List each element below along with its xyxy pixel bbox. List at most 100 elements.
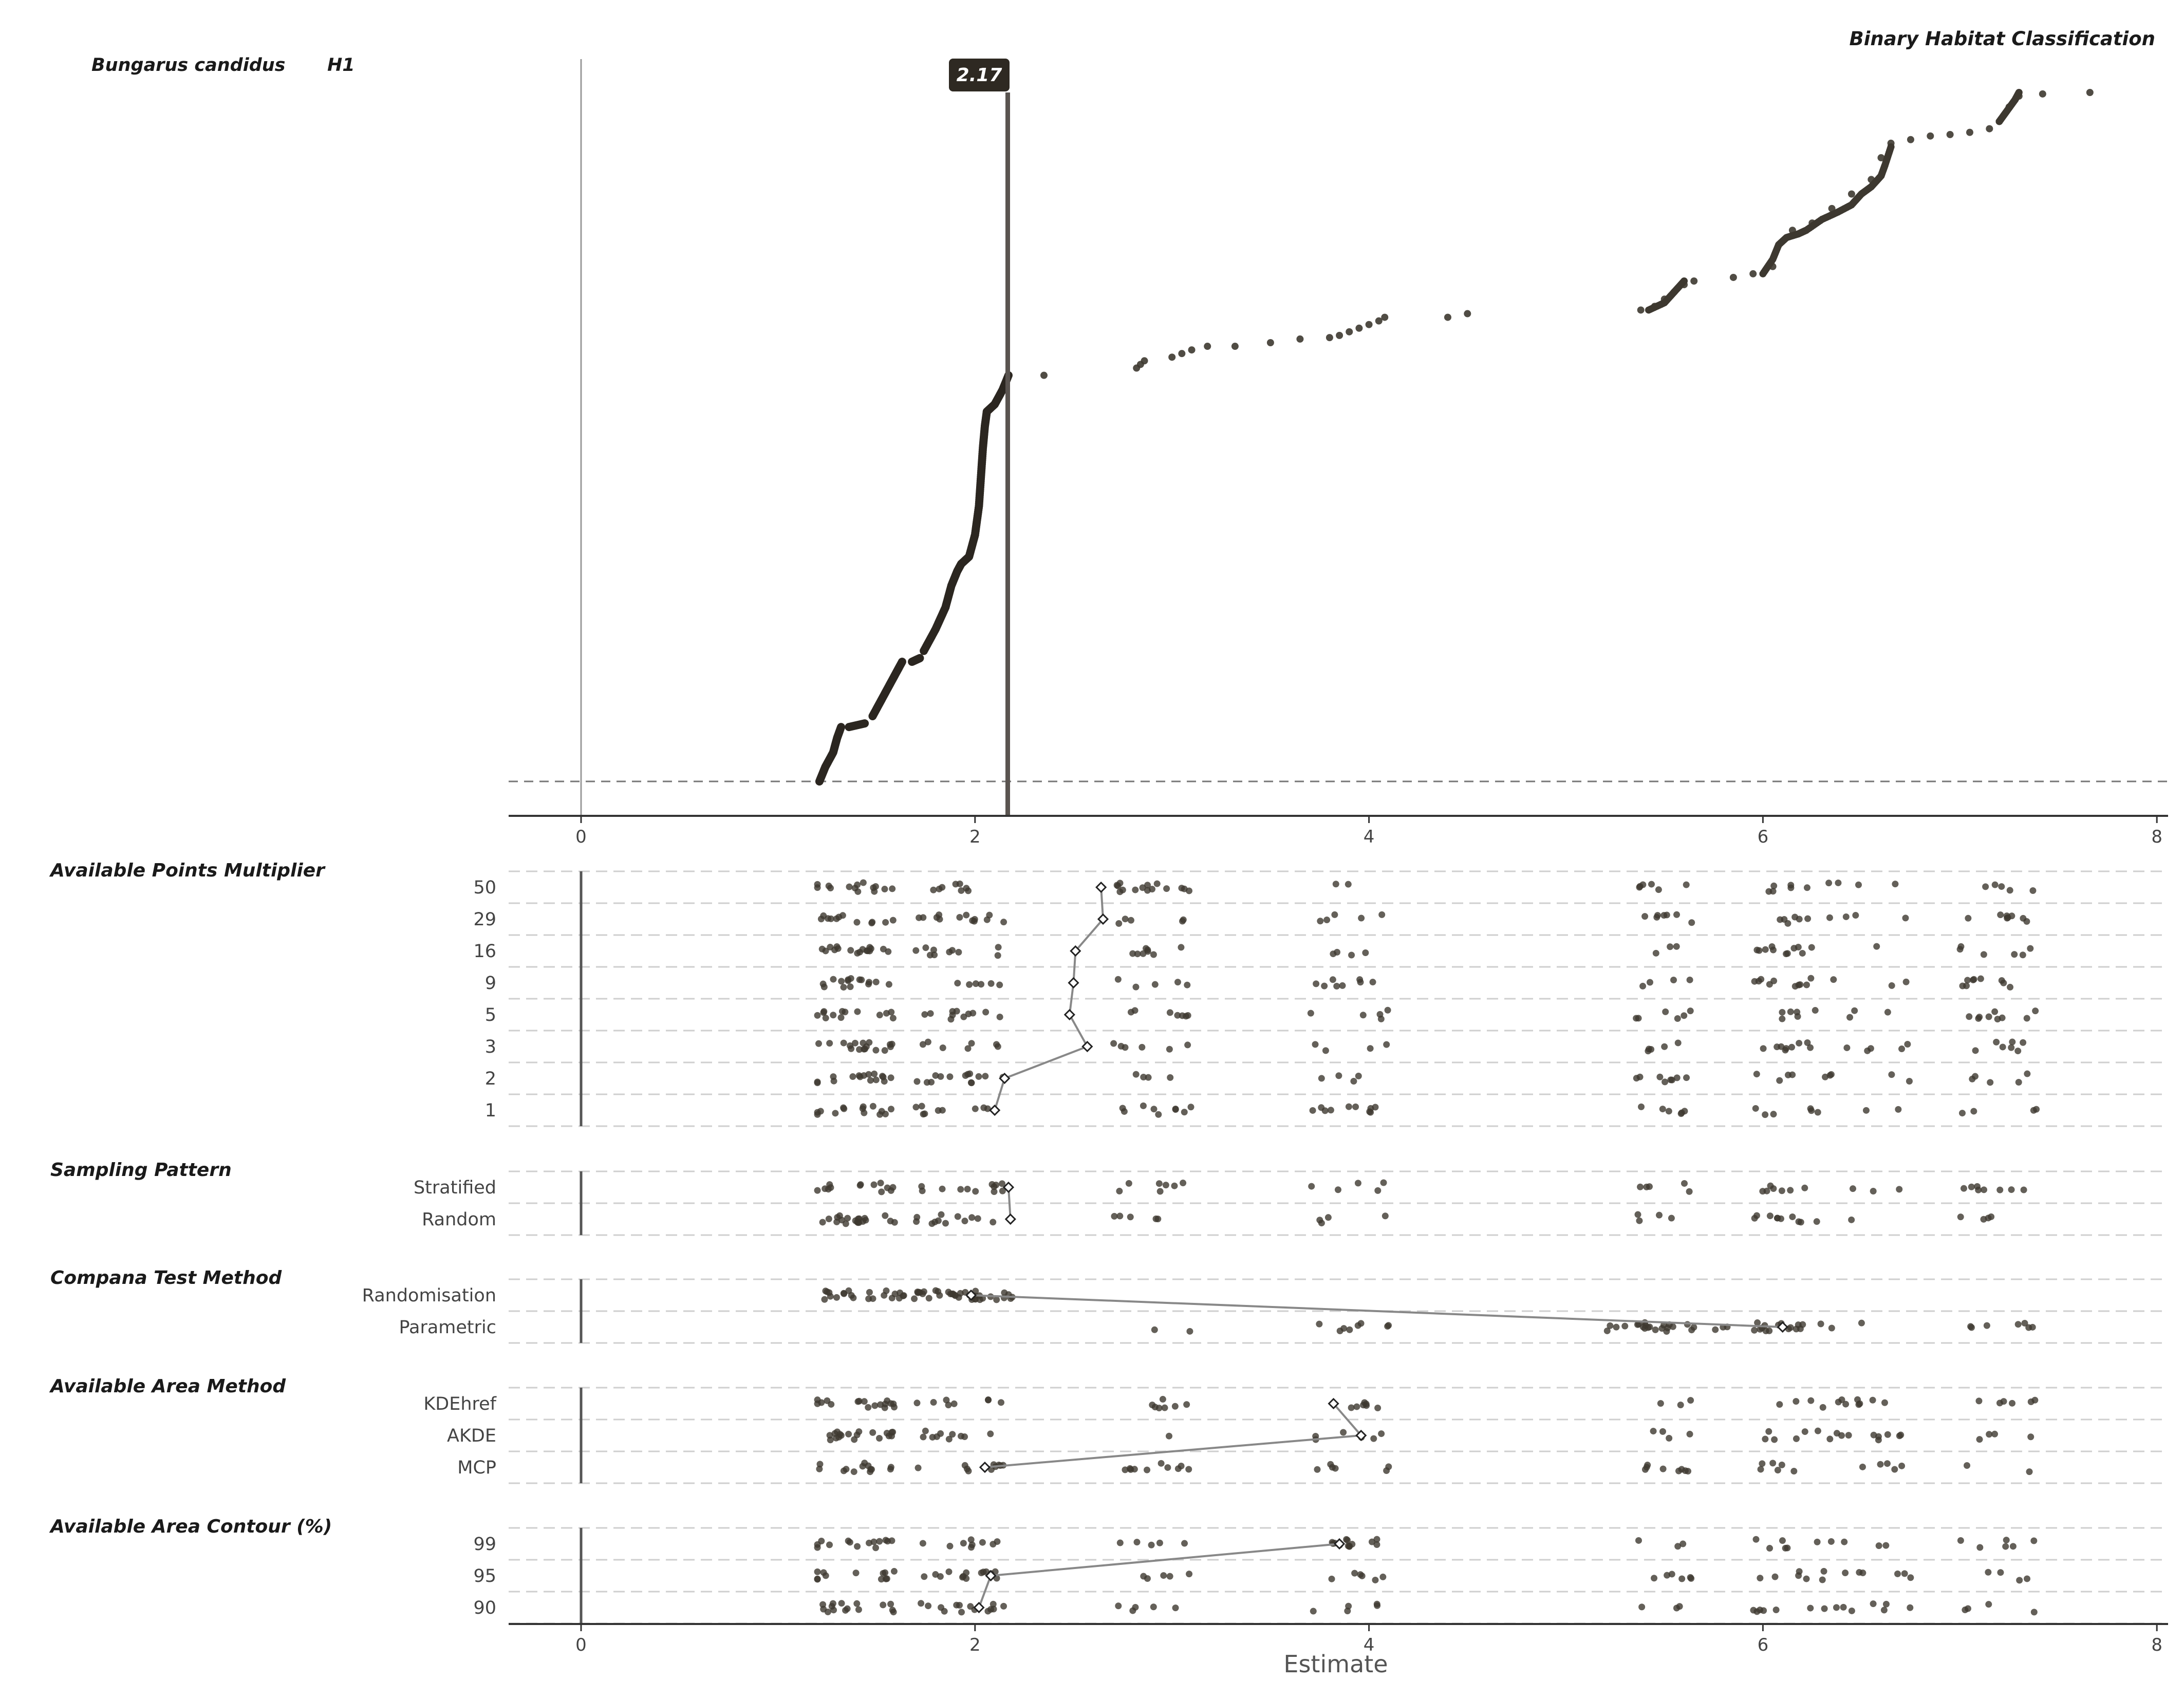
facet-compana-test-method: Compana Test Method Randomisation Parametr… [50,1267,2168,1344]
estimate-point [1970,976,1977,983]
estimate-point [1178,944,1185,951]
estimate-point [825,1186,832,1193]
estimate-point [1637,1183,1644,1190]
estimate-point [1323,917,1331,924]
estimate-point [1378,1430,1385,1437]
estimate-point [1959,982,1966,989]
estimate-point [939,1044,946,1052]
estimate-point [826,1541,833,1548]
estimate-point [1663,1328,1670,1335]
estimate-point [1904,1040,1911,1048]
estimate-point [1771,1436,1778,1443]
estimate-point [1828,1324,1835,1332]
estimate-point [882,1212,889,1219]
estimate-point [1789,1071,1796,1078]
estimate-point [2007,983,2014,991]
x-tick-label: 2 [969,1635,981,1655]
species-name: Bungarus candidus [91,55,286,76]
estimate-point [964,1071,972,1078]
estimate-point [930,1399,937,1406]
estimate-point [1970,1108,1977,1115]
estimate-point [1132,886,1139,893]
plot-title: Binary Habitat Classification [1850,28,2155,50]
estimate-point [1845,1432,1852,1439]
estimate-point [1884,1009,1891,1016]
ranked-point [1907,136,1914,143]
estimate-point [891,1219,898,1226]
estimate-point [1307,1010,1314,1017]
estimate-point [1826,1435,1834,1443]
estimate-point [1807,975,1815,982]
estimate-point [987,980,995,987]
estimate-point [1351,1570,1358,1577]
estimate-point [884,1538,891,1545]
estimate-point [1174,979,1181,986]
ranked-point [1887,139,1895,147]
estimate-point [1662,1078,1669,1086]
estimate-point [881,886,888,893]
estimate-point [1751,1215,1758,1222]
estimate-point [1636,1073,1644,1080]
estimate-point [1378,911,1386,918]
x-tick-label: 6 [1758,1635,1769,1655]
estimate-point [2027,1398,2034,1406]
estimate-point [882,1575,889,1582]
estimate-point [986,911,993,919]
estimate-point [1906,1077,1913,1085]
estimate-point [999,1180,1006,1187]
estimate-point [1156,1188,1164,1195]
estimate-point [840,1467,847,1474]
estimate-point [1976,1544,1984,1551]
ranked-point [1868,176,1875,183]
estimate-point [1679,1540,1687,1547]
estimate-point [2016,1577,2023,1584]
estimate-point [1981,1186,1988,1193]
estimate-point [1803,981,1810,988]
estimate-point [2033,1106,2040,1113]
estimate-point [968,1214,976,1221]
estimate-point [1867,1045,1874,1052]
ranked-point [1188,346,1196,354]
estimate-point [1151,1326,1158,1333]
estimate-point [938,1211,945,1218]
estimate-point [963,1569,970,1576]
estimate-point [1774,1215,1781,1222]
estimate-point [887,1043,894,1050]
estimate-point [1350,1078,1357,1085]
ranked-point [1847,190,1855,198]
estimate-point [1312,1041,1319,1048]
estimate-point [2008,1186,2015,1193]
estimate-point [1778,1187,1785,1194]
estimate-point [854,949,861,957]
estimate-point [1659,1465,1667,1472]
estimate-point [960,1540,967,1547]
estimate-point [1172,1604,1179,1612]
estimate-point [1384,1006,1391,1014]
estimate-point [1755,978,1762,985]
estimate-point [935,1217,942,1224]
estimate-point [832,1110,839,1117]
estimate-point [1310,1608,1317,1615]
estimate-point [1765,1428,1772,1435]
estimate-point [1752,1105,1759,1112]
estimate-point [838,1217,846,1224]
estimate-point [1634,1321,1641,1328]
estimate-point [1788,1043,1795,1051]
estimate-point [900,1292,907,1299]
estimate-point [958,1609,965,1616]
estimate-point [1115,920,1123,927]
estimate-point [945,1402,952,1409]
estimate-point [1127,917,1134,924]
estimate-point [1163,885,1170,892]
estimate-point [1956,946,1964,953]
estimate-point [1613,1323,1620,1331]
row-label: 9 [485,973,496,994]
estimate-point [2009,1543,2017,1550]
estimate-point [964,1045,972,1052]
estimate-point [876,1538,883,1545]
estimate-point [1898,1462,1906,1469]
estimate-point [872,1544,880,1552]
estimate-point [1324,1214,1332,1221]
estimate-point [836,1431,844,1438]
estimate-point [1997,911,2004,919]
